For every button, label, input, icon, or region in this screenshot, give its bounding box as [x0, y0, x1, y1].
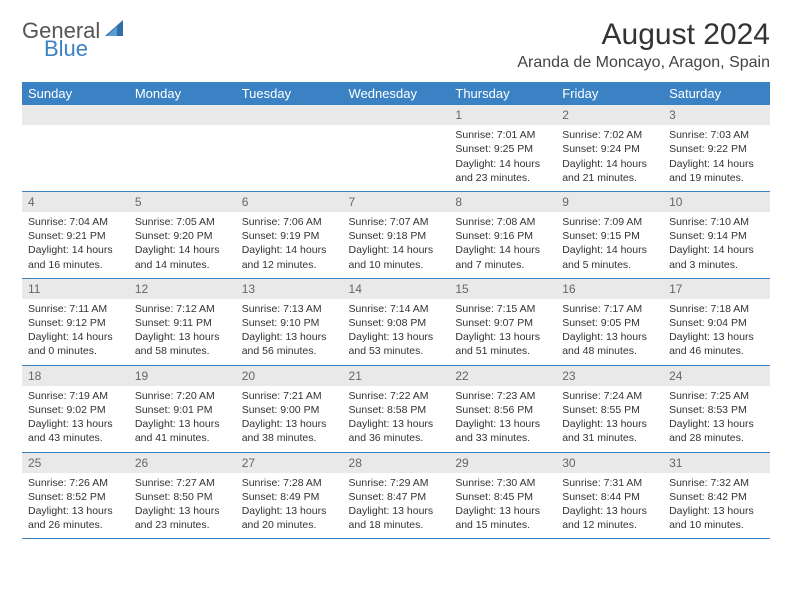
title-block: August 2024 Aranda de Moncayo, Aragon, S…	[517, 18, 770, 72]
day-detail-cell: Sunrise: 7:26 AMSunset: 8:52 PMDaylight:…	[22, 473, 129, 539]
day-header: Friday	[556, 82, 663, 105]
calendar-table: SundayMondayTuesdayWednesdayThursdayFrid…	[22, 82, 770, 539]
day-number-cell: 27	[236, 452, 343, 473]
day-number-cell: 8	[449, 191, 556, 212]
day-number-row: 11121314151617	[22, 278, 770, 299]
day-number-cell: 25	[22, 452, 129, 473]
day-number-cell	[343, 105, 450, 125]
day-header: Tuesday	[236, 82, 343, 105]
day-number-cell: 16	[556, 278, 663, 299]
day-detail-row: Sunrise: 7:04 AMSunset: 9:21 PMDaylight:…	[22, 212, 770, 278]
day-number-cell: 11	[22, 278, 129, 299]
day-number-cell: 15	[449, 278, 556, 299]
day-number-cell: 3	[663, 105, 770, 125]
day-number-cell: 26	[129, 452, 236, 473]
day-detail-cell	[236, 125, 343, 191]
day-detail-row: Sunrise: 7:01 AMSunset: 9:25 PMDaylight:…	[22, 125, 770, 191]
day-header: Saturday	[663, 82, 770, 105]
day-detail-cell: Sunrise: 7:17 AMSunset: 9:05 PMDaylight:…	[556, 299, 663, 365]
day-detail-cell: Sunrise: 7:30 AMSunset: 8:45 PMDaylight:…	[449, 473, 556, 539]
day-number-cell: 31	[663, 452, 770, 473]
day-detail-cell: Sunrise: 7:18 AMSunset: 9:04 PMDaylight:…	[663, 299, 770, 365]
day-detail-cell: Sunrise: 7:14 AMSunset: 9:08 PMDaylight:…	[343, 299, 450, 365]
day-detail-cell: Sunrise: 7:22 AMSunset: 8:58 PMDaylight:…	[343, 386, 450, 452]
day-number-cell: 14	[343, 278, 450, 299]
day-detail-cell: Sunrise: 7:10 AMSunset: 9:14 PMDaylight:…	[663, 212, 770, 278]
day-number-cell	[22, 105, 129, 125]
day-detail-cell: Sunrise: 7:15 AMSunset: 9:07 PMDaylight:…	[449, 299, 556, 365]
month-title: August 2024	[517, 18, 770, 52]
calendar-page: General Blue August 2024 Aranda de Monca…	[0, 0, 792, 549]
day-number-cell: 23	[556, 365, 663, 386]
day-number-cell: 10	[663, 191, 770, 212]
day-detail-cell: Sunrise: 7:23 AMSunset: 8:56 PMDaylight:…	[449, 386, 556, 452]
day-number-cell: 6	[236, 191, 343, 212]
day-detail-cell	[343, 125, 450, 191]
day-detail-cell: Sunrise: 7:27 AMSunset: 8:50 PMDaylight:…	[129, 473, 236, 539]
day-header: Wednesday	[343, 82, 450, 105]
day-number-cell: 13	[236, 278, 343, 299]
header: General Blue August 2024 Aranda de Monca…	[22, 18, 770, 72]
day-number-cell: 20	[236, 365, 343, 386]
day-detail-cell: Sunrise: 7:03 AMSunset: 9:22 PMDaylight:…	[663, 125, 770, 191]
day-detail-cell: Sunrise: 7:08 AMSunset: 9:16 PMDaylight:…	[449, 212, 556, 278]
day-detail-cell: Sunrise: 7:09 AMSunset: 9:15 PMDaylight:…	[556, 212, 663, 278]
day-detail-cell: Sunrise: 7:01 AMSunset: 9:25 PMDaylight:…	[449, 125, 556, 191]
day-detail-cell	[22, 125, 129, 191]
day-detail-cell: Sunrise: 7:04 AMSunset: 9:21 PMDaylight:…	[22, 212, 129, 278]
day-header: Monday	[129, 82, 236, 105]
day-detail-cell: Sunrise: 7:20 AMSunset: 9:01 PMDaylight:…	[129, 386, 236, 452]
day-detail-cell: Sunrise: 7:32 AMSunset: 8:42 PMDaylight:…	[663, 473, 770, 539]
day-header: Thursday	[449, 82, 556, 105]
day-number-cell: 29	[449, 452, 556, 473]
day-detail-cell: Sunrise: 7:07 AMSunset: 9:18 PMDaylight:…	[343, 212, 450, 278]
day-detail-row: Sunrise: 7:26 AMSunset: 8:52 PMDaylight:…	[22, 473, 770, 539]
day-number-cell: 22	[449, 365, 556, 386]
logo-text-blue: Blue	[44, 36, 88, 62]
day-detail-row: Sunrise: 7:19 AMSunset: 9:02 PMDaylight:…	[22, 386, 770, 452]
day-detail-cell	[129, 125, 236, 191]
day-number-row: 45678910	[22, 191, 770, 212]
day-number-cell: 9	[556, 191, 663, 212]
day-number-cell: 19	[129, 365, 236, 386]
day-number-cell: 5	[129, 191, 236, 212]
day-detail-row: Sunrise: 7:11 AMSunset: 9:12 PMDaylight:…	[22, 299, 770, 365]
day-detail-cell: Sunrise: 7:13 AMSunset: 9:10 PMDaylight:…	[236, 299, 343, 365]
day-header: Sunday	[22, 82, 129, 105]
day-number-cell: 12	[129, 278, 236, 299]
day-number-cell	[129, 105, 236, 125]
day-detail-cell: Sunrise: 7:05 AMSunset: 9:20 PMDaylight:…	[129, 212, 236, 278]
day-detail-cell: Sunrise: 7:12 AMSunset: 9:11 PMDaylight:…	[129, 299, 236, 365]
day-number-row: 123	[22, 105, 770, 125]
calendar-body: 123 Sunrise: 7:01 AMSunset: 9:25 PMDayli…	[22, 105, 770, 539]
day-detail-cell: Sunrise: 7:29 AMSunset: 8:47 PMDaylight:…	[343, 473, 450, 539]
logo-sail-icon	[105, 18, 127, 43]
day-number-cell: 21	[343, 365, 450, 386]
day-number-cell	[236, 105, 343, 125]
day-number-cell: 4	[22, 191, 129, 212]
day-detail-cell: Sunrise: 7:25 AMSunset: 8:53 PMDaylight:…	[663, 386, 770, 452]
day-detail-cell: Sunrise: 7:06 AMSunset: 9:19 PMDaylight:…	[236, 212, 343, 278]
day-detail-cell: Sunrise: 7:11 AMSunset: 9:12 PMDaylight:…	[22, 299, 129, 365]
day-detail-cell: Sunrise: 7:02 AMSunset: 9:24 PMDaylight:…	[556, 125, 663, 191]
day-number-row: 25262728293031	[22, 452, 770, 473]
day-number-cell: 7	[343, 191, 450, 212]
logo: General Blue	[22, 18, 127, 44]
day-detail-cell: Sunrise: 7:21 AMSunset: 9:00 PMDaylight:…	[236, 386, 343, 452]
location-subtitle: Aranda de Moncayo, Aragon, Spain	[517, 54, 770, 72]
day-detail-cell: Sunrise: 7:31 AMSunset: 8:44 PMDaylight:…	[556, 473, 663, 539]
day-detail-cell: Sunrise: 7:24 AMSunset: 8:55 PMDaylight:…	[556, 386, 663, 452]
day-detail-cell: Sunrise: 7:28 AMSunset: 8:49 PMDaylight:…	[236, 473, 343, 539]
day-number-row: 18192021222324	[22, 365, 770, 386]
day-number-cell: 2	[556, 105, 663, 125]
day-number-cell: 30	[556, 452, 663, 473]
day-number-cell: 17	[663, 278, 770, 299]
day-header-row: SundayMondayTuesdayWednesdayThursdayFrid…	[22, 82, 770, 105]
day-number-cell: 24	[663, 365, 770, 386]
day-number-cell: 1	[449, 105, 556, 125]
day-number-cell: 28	[343, 452, 450, 473]
day-number-cell: 18	[22, 365, 129, 386]
day-detail-cell: Sunrise: 7:19 AMSunset: 9:02 PMDaylight:…	[22, 386, 129, 452]
